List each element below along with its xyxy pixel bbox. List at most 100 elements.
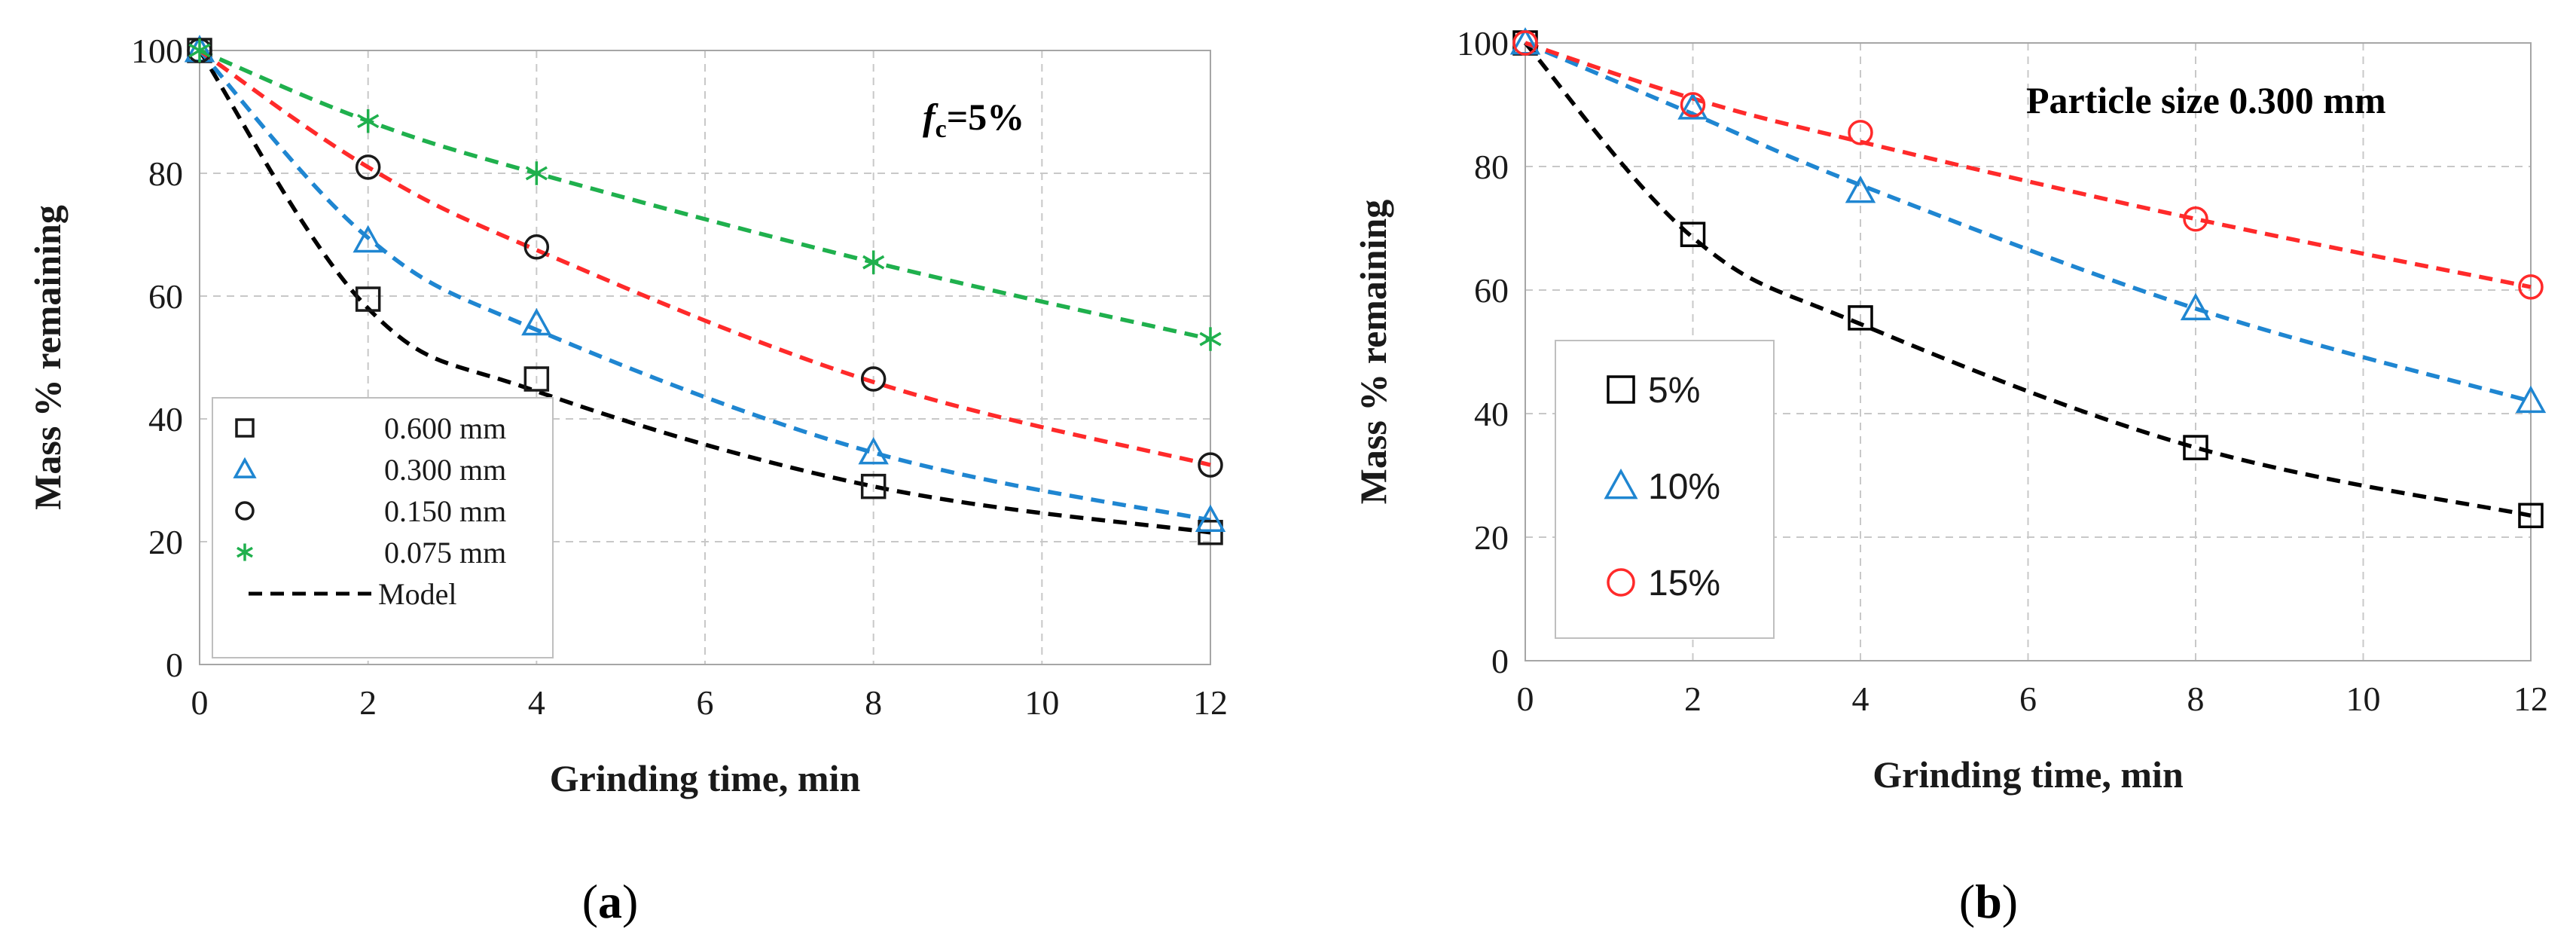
legend-item: 5%	[1607, 371, 1700, 411]
series-10	[1509, 27, 2547, 414]
x-tick-label: 0	[1517, 680, 1534, 718]
series-0150mm	[187, 38, 1223, 478]
legend-item: 0.300 mm	[233, 453, 506, 487]
data-point	[1848, 305, 1873, 331]
annotation-subscript: c	[935, 115, 947, 143]
model-curve-0075mm	[198, 48, 1211, 341]
data-point	[2180, 292, 2211, 321]
y-tick-label: 20	[148, 523, 183, 561]
chart-panel-b: 0 20 40 60 80 100 0 2 4 6 8 10 12 Grinding time, min M…	[1352, 24, 2548, 928]
legend-label: 0.600 mm	[384, 411, 506, 445]
data-point	[355, 154, 381, 180]
data-point	[1680, 221, 1706, 247]
x-tick-label: 12	[1193, 683, 1228, 722]
legend-marker	[233, 457, 257, 478]
y-tick-label: 40	[148, 400, 183, 438]
y-axis-label: Mass % remaining	[26, 205, 69, 510]
legend-item: Model	[249, 577, 456, 611]
caption-paren: )	[2002, 875, 2018, 928]
x-tick-label: 8	[865, 683, 882, 722]
x-tick-label: 10	[1024, 683, 1059, 722]
x-tick-label: 6	[2019, 680, 2037, 718]
legend-marker	[1607, 568, 1635, 597]
data-point-stroke	[862, 255, 885, 270]
model-curve-15	[1525, 41, 2532, 289]
panel-caption: (b)	[1959, 875, 2018, 928]
data-point	[860, 366, 887, 392]
caption-letter: a	[598, 875, 622, 928]
x-tick-label: 4	[528, 683, 545, 722]
model-curve-10	[1524, 41, 2532, 404]
x-tick-label: 10	[2346, 680, 2381, 718]
plot-frame	[199, 50, 1211, 665]
data-point	[858, 436, 889, 465]
legend-marker	[1604, 468, 1638, 499]
data-point	[1848, 120, 1873, 145]
x-axis-label: Grinding time, min	[1872, 753, 2184, 796]
data-point	[1198, 452, 1223, 478]
annotation: Particle size 0.300 mm	[2026, 79, 2386, 121]
legend: 5% 10% 15%	[1555, 340, 1775, 639]
legend-box	[1555, 340, 1775, 639]
data-point	[521, 307, 552, 336]
data-point	[523, 366, 550, 392]
data-point	[355, 286, 381, 312]
y-tick-label: 80	[148, 154, 183, 193]
model-curve-0600mm	[197, 49, 1211, 535]
data-point	[2515, 385, 2547, 414]
panel-caption: (a)	[582, 875, 639, 928]
chart-panel-a: 0 20 40 60 80 100 0 2 4 6 8 10 12 Grinding time, min M…	[26, 32, 1228, 928]
data-point	[1845, 175, 1876, 203]
data-point	[523, 234, 550, 260]
annotation-part: f	[923, 96, 939, 138]
data-point-stroke	[1199, 331, 1222, 347]
legend-marker	[237, 543, 253, 561]
caption-paren: )	[622, 875, 638, 928]
legend-item: 0.600 mm	[235, 411, 506, 445]
data-point	[2183, 206, 2208, 232]
legend-label: 10%	[1648, 467, 1720, 507]
legend-box	[212, 397, 554, 658]
legend-item: 15%	[1607, 564, 1720, 603]
legend-label: 0.300 mm	[384, 453, 506, 487]
data-point-stroke	[188, 43, 211, 58]
legend-item: 0.075 mm	[237, 536, 506, 570]
data-point	[188, 38, 211, 63]
data-point	[1677, 92, 1708, 120]
series-0075mm	[188, 38, 1222, 351]
data-point	[2183, 435, 2208, 460]
model-curve-5	[1523, 41, 2532, 518]
y-axis-label: Mass % remaining	[1352, 200, 1394, 505]
y-tick-label: 60	[148, 277, 183, 316]
legend-marker-stroke	[237, 546, 253, 558]
legend-item: 0.150 mm	[235, 494, 506, 528]
data-point	[2518, 503, 2544, 529]
y-tick-label: 100	[131, 32, 183, 70]
y-tick-label: 40	[1474, 395, 1509, 433]
x-tick-label: 4	[1852, 680, 1869, 718]
legend-label: Model	[378, 577, 456, 611]
x-tick-label: 8	[2187, 680, 2205, 718]
legend-marker	[1607, 375, 1635, 404]
data-point	[862, 250, 885, 274]
legend-marker	[235, 418, 255, 438]
y-tick-label: 60	[1474, 271, 1509, 310]
y-tick-label: 0	[1491, 642, 1509, 680]
x-tick-label: 0	[191, 683, 209, 722]
series-15	[1512, 30, 2544, 300]
data-point-stroke	[357, 114, 380, 129]
y-tick-label: 20	[1474, 518, 1509, 557]
legend-label: 15%	[1648, 564, 1720, 603]
data-point	[860, 473, 887, 499]
data-point	[353, 225, 383, 253]
legend: 0.600 mm 0.300 mm 0.150 mm 0.075 mm Model	[212, 397, 554, 658]
annotation-part: =5%	[947, 96, 1025, 138]
x-tick-label: 6	[697, 683, 714, 722]
y-tick-label: 80	[1474, 148, 1509, 186]
caption-paren: (	[582, 875, 598, 928]
legend-label: 0.150 mm	[384, 494, 506, 528]
legend-item: 10%	[1604, 467, 1720, 507]
data-point	[525, 161, 548, 185]
data-point	[1195, 504, 1226, 533]
